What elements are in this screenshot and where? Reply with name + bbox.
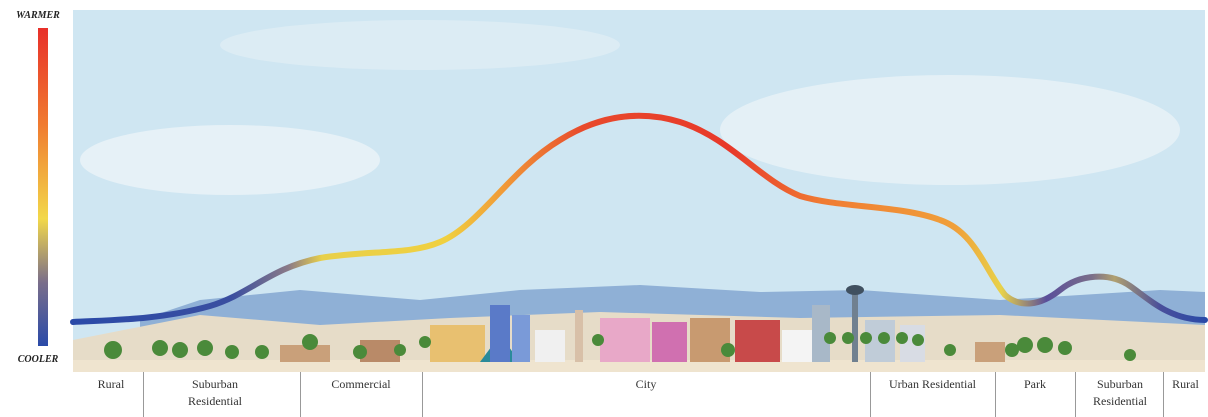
zone-label: Suburban Residential <box>188 377 242 408</box>
divider <box>995 372 996 417</box>
zone-label: Commercial <box>331 377 391 391</box>
divider <box>143 372 144 417</box>
city-buildings <box>280 285 1005 362</box>
divider <box>1163 372 1164 417</box>
temperature-curve <box>70 112 1208 325</box>
zone-label: Urban Residential <box>889 377 976 391</box>
zone-label: Suburban Residential <box>1093 377 1147 408</box>
scale-bar <box>38 28 48 346</box>
ground <box>73 360 1205 372</box>
cloud <box>80 125 380 195</box>
divider <box>300 372 301 417</box>
zone-label: Rural <box>97 377 125 391</box>
zone-label: Park <box>1024 377 1046 391</box>
zone-label: Rural <box>1172 377 1199 391</box>
warmer-label: WARMER <box>16 10 60 21</box>
trees <box>104 332 1136 361</box>
divider <box>870 372 871 417</box>
cloud <box>220 20 620 70</box>
zone-label: City <box>635 377 657 391</box>
divider <box>422 372 423 417</box>
cloud <box>720 75 1180 185</box>
divider <box>1075 372 1076 417</box>
cooler-label: COOLER <box>17 354 59 365</box>
